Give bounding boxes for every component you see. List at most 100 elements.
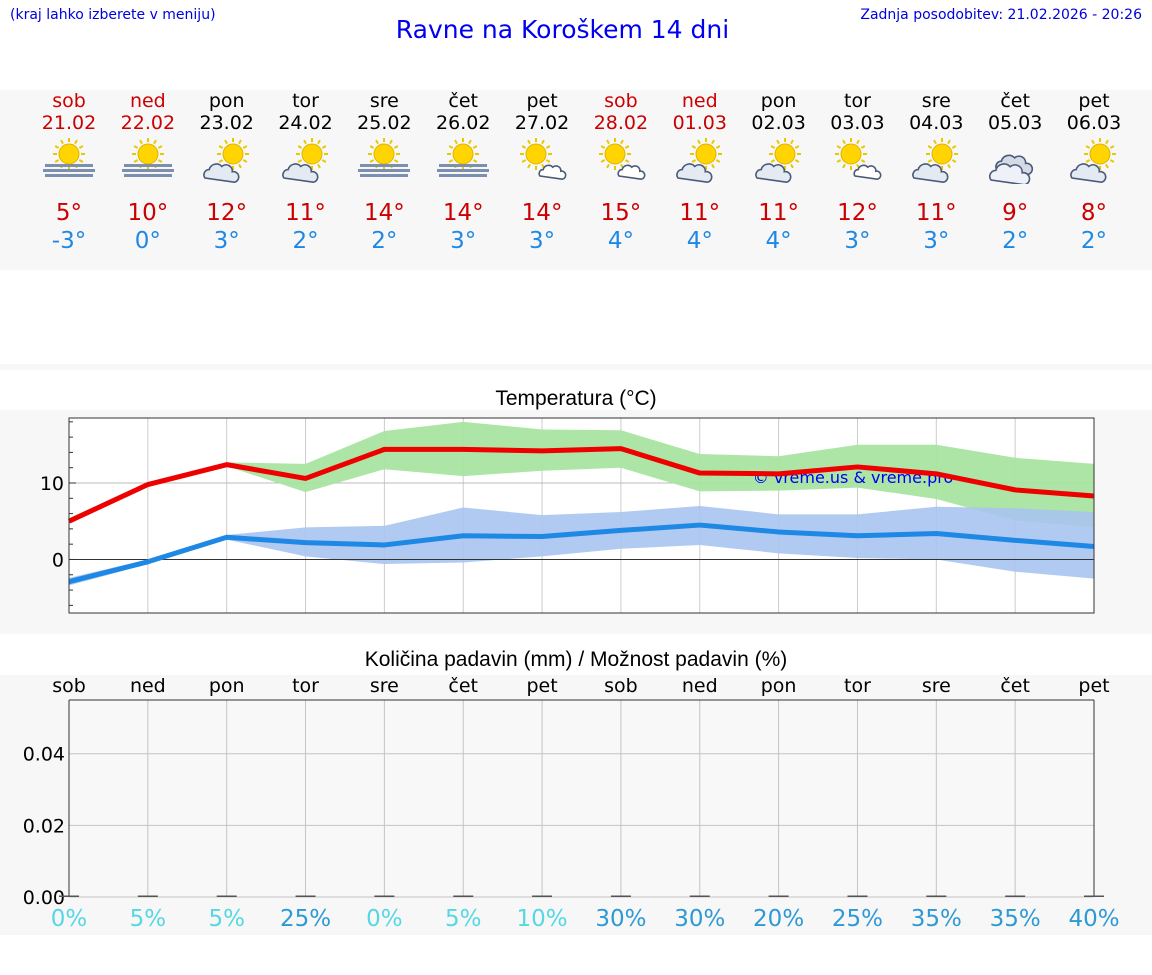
y-tick-label: 0.00 xyxy=(23,887,65,909)
precip-bar xyxy=(768,895,789,897)
min-temp: 0° xyxy=(134,228,161,254)
page-title: Ravne na Koroškem 14 dni xyxy=(395,15,730,44)
min-temp-band xyxy=(69,505,1094,586)
y-tick-label: 10 xyxy=(40,473,64,495)
day-name: ned xyxy=(681,90,718,112)
precip-probability: 5% xyxy=(130,906,167,932)
sun-small-cloud-icon xyxy=(520,138,567,181)
precip-probability: 5% xyxy=(208,906,245,932)
max-temp: 14° xyxy=(442,200,484,226)
precip-probability: 30% xyxy=(674,906,725,932)
precip-bar xyxy=(610,895,631,897)
sun-fog-icon xyxy=(358,138,411,177)
day-name: pet xyxy=(1078,90,1110,112)
day-name: pon xyxy=(208,90,245,112)
precip-bar xyxy=(847,895,868,897)
day-date: 06.03 xyxy=(1066,112,1122,134)
max-temp: 9° xyxy=(1002,200,1029,226)
location-hint: (kraj lahko izberete v meniju) xyxy=(10,7,216,23)
precipitation-chart-title: Količina padavin (mm) / Možnost padavin … xyxy=(364,648,788,671)
precip-bar xyxy=(453,895,474,897)
day-date: 28.02 xyxy=(593,112,649,134)
day-name: pet xyxy=(526,90,558,112)
precip-probability: 30% xyxy=(595,906,646,932)
day-name: tor xyxy=(292,90,319,112)
precip-bar xyxy=(295,895,316,897)
min-temp: 2° xyxy=(1002,228,1029,254)
max-temp: 10° xyxy=(127,200,169,226)
precip-bar xyxy=(1084,895,1104,897)
precip-probability: 20% xyxy=(753,906,804,932)
daily-forecast-panel xyxy=(0,90,1152,270)
max-temp: 11° xyxy=(915,200,957,226)
precip-probability: 35% xyxy=(990,906,1041,932)
day-date: 04.03 xyxy=(909,112,964,134)
sun-cloud-icon xyxy=(912,138,959,184)
day-date: 27.02 xyxy=(514,112,570,134)
y-tick-label: 0 xyxy=(52,549,64,571)
min-temp: 3° xyxy=(450,228,477,254)
day-label: sob xyxy=(604,675,638,697)
daily-forecast: sob 21.02 5° -3° ned 22.02 10° 0° pon 23… xyxy=(0,90,1152,270)
sun-cloud-icon xyxy=(1070,138,1116,184)
day-label: pon xyxy=(209,675,245,697)
min-temp: -3° xyxy=(51,228,87,254)
max-temp: 11° xyxy=(285,200,326,226)
day-label: čet xyxy=(1000,675,1030,697)
day-date: 21.02 xyxy=(41,112,97,134)
sun-cloud-icon xyxy=(754,138,801,184)
day-name: čet xyxy=(1000,90,1030,112)
day-date: 25.02 xyxy=(357,112,412,134)
y-tick-label: 0.04 xyxy=(23,744,65,766)
max-temp: 15° xyxy=(600,200,642,226)
min-temp: 4° xyxy=(607,228,634,254)
precip-bar xyxy=(137,895,158,897)
day-label: sob xyxy=(52,675,86,697)
sun-small-cloud-icon xyxy=(835,138,882,181)
last-update: Zadnja posodobitev: 21.02.2026 - 20:26 xyxy=(860,7,1142,23)
min-temp-line xyxy=(68,522,1095,585)
max-temp: 8° xyxy=(1080,200,1108,226)
plot-frame xyxy=(68,417,1095,614)
day-label: ned xyxy=(682,675,718,697)
day-name: čet xyxy=(448,90,479,112)
max-temp: 14° xyxy=(363,200,405,226)
precip-probability: 35% xyxy=(911,906,962,932)
min-temp: 2° xyxy=(292,228,319,254)
sun-cloud-icon xyxy=(675,138,722,184)
day-label: sre xyxy=(922,675,951,697)
sun-cloud-icon xyxy=(202,138,249,184)
min-temp: 4° xyxy=(765,228,792,254)
precip-probability: 40% xyxy=(1068,906,1119,932)
precip-bar xyxy=(59,895,79,897)
day-date: 01.03 xyxy=(672,112,727,134)
day-name: tor xyxy=(844,90,871,112)
day-name: sob xyxy=(604,90,638,112)
section-divider xyxy=(0,364,1152,370)
day-label: ned xyxy=(130,675,166,697)
day-label: pet xyxy=(1078,675,1109,697)
day-label: pet xyxy=(526,675,557,697)
day-label: sre xyxy=(370,675,399,697)
max-temp: 11° xyxy=(679,200,721,226)
precip-probability: 5% xyxy=(445,906,482,932)
min-temp: 2° xyxy=(371,228,398,254)
day-date: 23.02 xyxy=(199,112,254,134)
day-name: sre xyxy=(921,90,951,112)
plot-area xyxy=(69,700,1094,897)
max-temp: 12° xyxy=(837,200,878,226)
min-temp: 3° xyxy=(923,228,950,254)
precip-probability: 10% xyxy=(517,906,568,932)
day-date: 03.03 xyxy=(830,112,885,134)
day-label: tor xyxy=(844,675,871,697)
precipitation-chart: 0.00 0.02 0.04 sob ned pon tor sre čet pet sob ned p… xyxy=(23,675,1120,932)
sun-small-cloud-icon xyxy=(598,138,646,181)
temperature-chart-title: Temperatura (°C) xyxy=(495,387,657,410)
max-temp: 5° xyxy=(55,200,83,226)
min-temp: 3° xyxy=(528,228,556,254)
day-name: pon xyxy=(760,90,797,112)
day-label: čet xyxy=(448,675,478,697)
day-name: sre xyxy=(369,90,399,112)
day-name: sob xyxy=(52,90,86,112)
max-temp-band xyxy=(69,421,1094,528)
